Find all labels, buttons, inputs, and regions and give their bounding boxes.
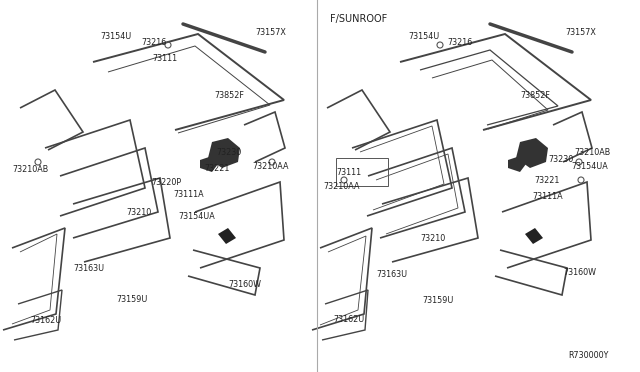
Text: 73216: 73216 xyxy=(447,38,472,47)
Text: 73210: 73210 xyxy=(126,208,151,217)
Text: 73163U: 73163U xyxy=(376,270,407,279)
Text: 73221: 73221 xyxy=(204,164,229,173)
Text: 73154U: 73154U xyxy=(408,32,439,41)
Text: 73111: 73111 xyxy=(152,54,177,63)
Text: 73154U: 73154U xyxy=(100,32,131,41)
Text: 73210AA: 73210AA xyxy=(323,182,360,191)
Text: 73111: 73111 xyxy=(336,168,361,177)
Bar xyxy=(336,158,388,186)
Text: F/SUNROOF: F/SUNROOF xyxy=(330,14,387,24)
Text: 73160W: 73160W xyxy=(228,280,261,289)
Text: 73210: 73210 xyxy=(420,234,445,243)
Polygon shape xyxy=(508,156,526,172)
Text: 73220P: 73220P xyxy=(151,178,181,187)
Text: R730000Y: R730000Y xyxy=(568,351,609,360)
Text: 73221: 73221 xyxy=(534,176,559,185)
Polygon shape xyxy=(218,228,236,244)
Text: 73159U: 73159U xyxy=(422,296,453,305)
Text: 73230: 73230 xyxy=(548,155,573,164)
Text: 73157X: 73157X xyxy=(565,28,596,37)
Text: 73230: 73230 xyxy=(216,148,241,157)
Text: 73159U: 73159U xyxy=(116,295,147,304)
Text: 73210AB: 73210AB xyxy=(574,148,611,157)
Polygon shape xyxy=(516,138,548,168)
Polygon shape xyxy=(200,156,218,172)
Text: 73157X: 73157X xyxy=(255,28,286,37)
Text: 73210AA: 73210AA xyxy=(252,162,289,171)
Text: 73160W: 73160W xyxy=(563,268,596,277)
Polygon shape xyxy=(208,138,240,168)
Text: 73216: 73216 xyxy=(141,38,166,47)
Text: 73162U: 73162U xyxy=(333,315,364,324)
Polygon shape xyxy=(525,228,543,244)
Text: 73154UA: 73154UA xyxy=(571,162,608,171)
Text: 73154UA: 73154UA xyxy=(178,212,215,221)
Text: 73111A: 73111A xyxy=(173,190,204,199)
Text: 73852F: 73852F xyxy=(214,91,244,100)
Text: 73111A: 73111A xyxy=(532,192,563,201)
Text: 73163U: 73163U xyxy=(73,264,104,273)
Text: 73162U: 73162U xyxy=(30,316,61,325)
Text: 73852F: 73852F xyxy=(520,91,550,100)
Text: 73210AB: 73210AB xyxy=(12,165,48,174)
